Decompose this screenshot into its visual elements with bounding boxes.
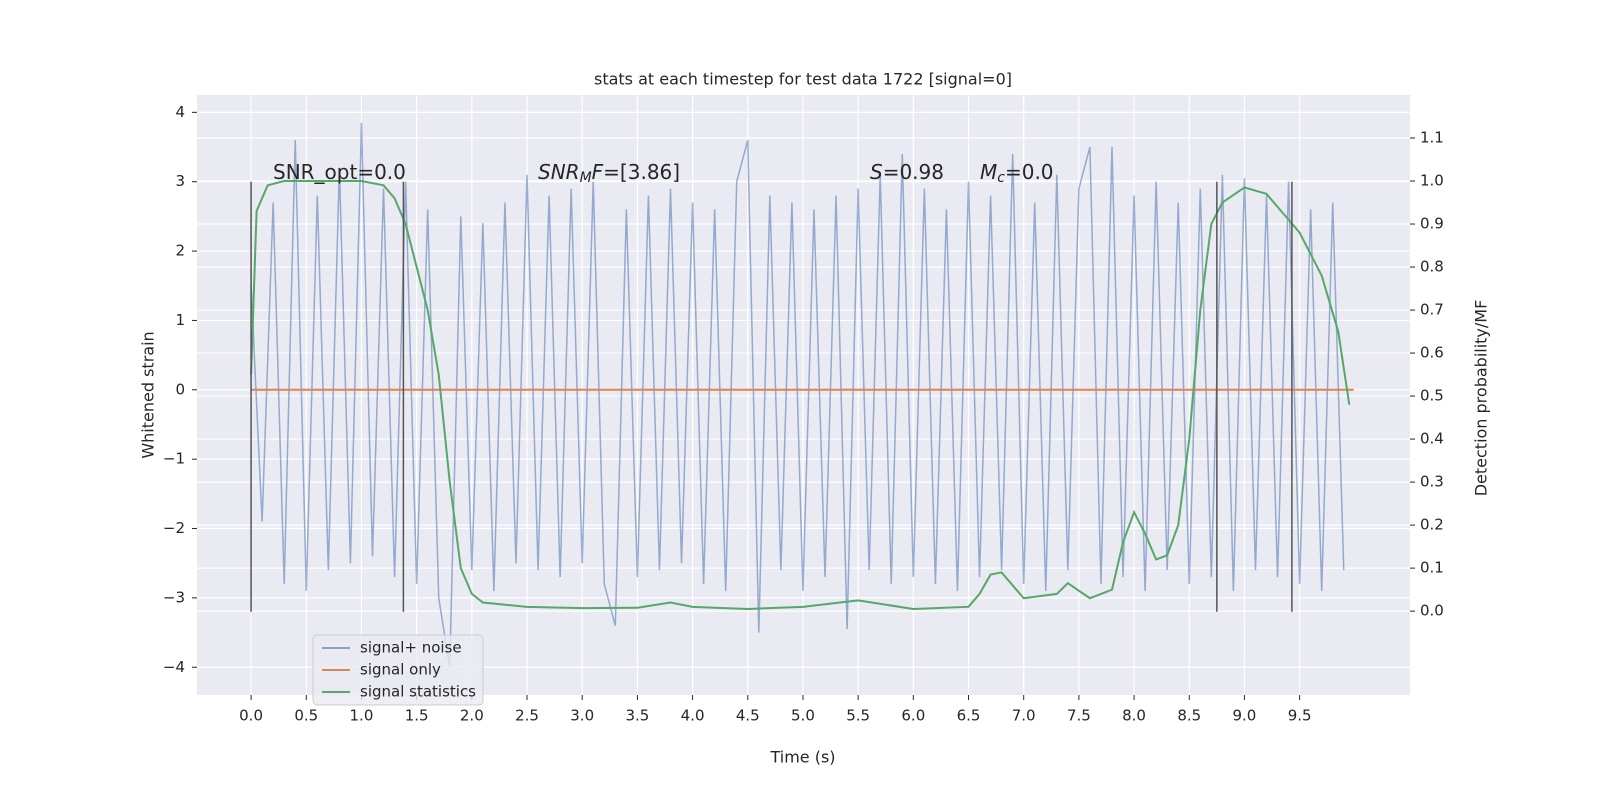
- annotation-part: F: [592, 160, 604, 184]
- y2-tick-label: 1.0: [1420, 172, 1444, 190]
- annotation-part: =[3.86]: [603, 160, 680, 184]
- y-axis-label: Whitened strain: [139, 331, 158, 458]
- y2-tick-label: 1.1: [1420, 129, 1444, 147]
- x-axis-label: Time (s): [769, 748, 835, 767]
- marks: [250, 122, 1354, 668]
- annotation-part: S: [870, 160, 883, 184]
- annotation-part: SNR_opt=0.0: [273, 160, 406, 184]
- x-tick-label: 3.5: [625, 707, 649, 725]
- y-tick-label: −1: [163, 450, 185, 468]
- y-tick-label: 1: [175, 311, 185, 329]
- x-tick-label: 6.0: [901, 707, 925, 725]
- y-tick-label: −2: [163, 519, 185, 537]
- annotation-part: c: [997, 170, 1005, 186]
- annotation-part: SNR: [538, 160, 580, 184]
- x-tick-label: 7.0: [1012, 707, 1036, 725]
- x-tick-label: 8.5: [1177, 707, 1201, 725]
- x-tick-label: 4.0: [681, 707, 705, 725]
- x-tick-label: 1.5: [405, 707, 429, 725]
- y2-tick-label: 0.8: [1420, 258, 1444, 276]
- x-tick-label: 0.5: [294, 707, 318, 725]
- annotation-part: =0.98: [883, 160, 944, 184]
- y-tick-label: 2: [175, 242, 185, 260]
- y-tick-label: 0: [175, 380, 185, 398]
- x-tick-label: 8.0: [1122, 707, 1146, 725]
- y2-tick-label: 0.0: [1420, 602, 1444, 620]
- y2-axis-label: Detection probability/MF: [1472, 300, 1491, 497]
- y2-tick-label: 0.4: [1420, 430, 1444, 448]
- y2-tick-label: 0.9: [1420, 215, 1444, 233]
- chart-title: stats at each timestep for test data 172…: [594, 70, 1012, 89]
- annotation: SNR_opt=0.0: [273, 160, 406, 184]
- x-tick-label: 2.5: [515, 707, 539, 725]
- series-line: [250, 180, 1351, 610]
- y2-tick-label: 0.7: [1420, 301, 1444, 319]
- annotation: S=0.98: [870, 160, 944, 184]
- y-tick-label: −4: [163, 658, 185, 676]
- x-tick-label: 9.0: [1233, 707, 1257, 725]
- annotation-part: M: [580, 170, 592, 186]
- legend-label: signal+ noise: [360, 639, 462, 657]
- y-tick-label: −3: [163, 588, 185, 606]
- x-tick-label: 7.5: [1067, 707, 1091, 725]
- y-tick-label: 3: [175, 172, 185, 190]
- legend-label: signal statistics: [360, 683, 476, 701]
- y2-tick-label: 0.5: [1420, 387, 1444, 405]
- series-line: [250, 122, 1345, 668]
- annotation-part: =0.0: [1005, 160, 1054, 184]
- x-tick-label: 2.0: [460, 707, 484, 725]
- x-tick-label: 3.0: [570, 707, 594, 725]
- y2-tick-label: 0.3: [1420, 473, 1444, 491]
- legend-box: [312, 634, 484, 706]
- annotation: Mc=0.0: [980, 160, 1054, 187]
- grid: [197, 95, 1410, 695]
- x-tick-label: 6.5: [957, 707, 981, 725]
- x-tick-label: 1.0: [350, 707, 374, 725]
- legend-label: signal only: [360, 661, 441, 679]
- y2-tick-label: 0.6: [1420, 344, 1444, 362]
- x-tick-label: 5.5: [846, 707, 870, 725]
- annotation: SNRMF=[3.86]: [538, 160, 680, 187]
- annotation-part: M: [980, 160, 997, 184]
- y2-tick-label: 0.1: [1420, 559, 1444, 577]
- y2-tick-label: 0.2: [1420, 516, 1444, 534]
- y-tick-label: 4: [175, 103, 185, 121]
- x-tick-label: 9.5: [1288, 707, 1312, 725]
- x-tick-label: 4.5: [736, 707, 760, 725]
- x-tick-label: 0.0: [239, 707, 263, 725]
- x-tick-label: 5.0: [791, 707, 815, 725]
